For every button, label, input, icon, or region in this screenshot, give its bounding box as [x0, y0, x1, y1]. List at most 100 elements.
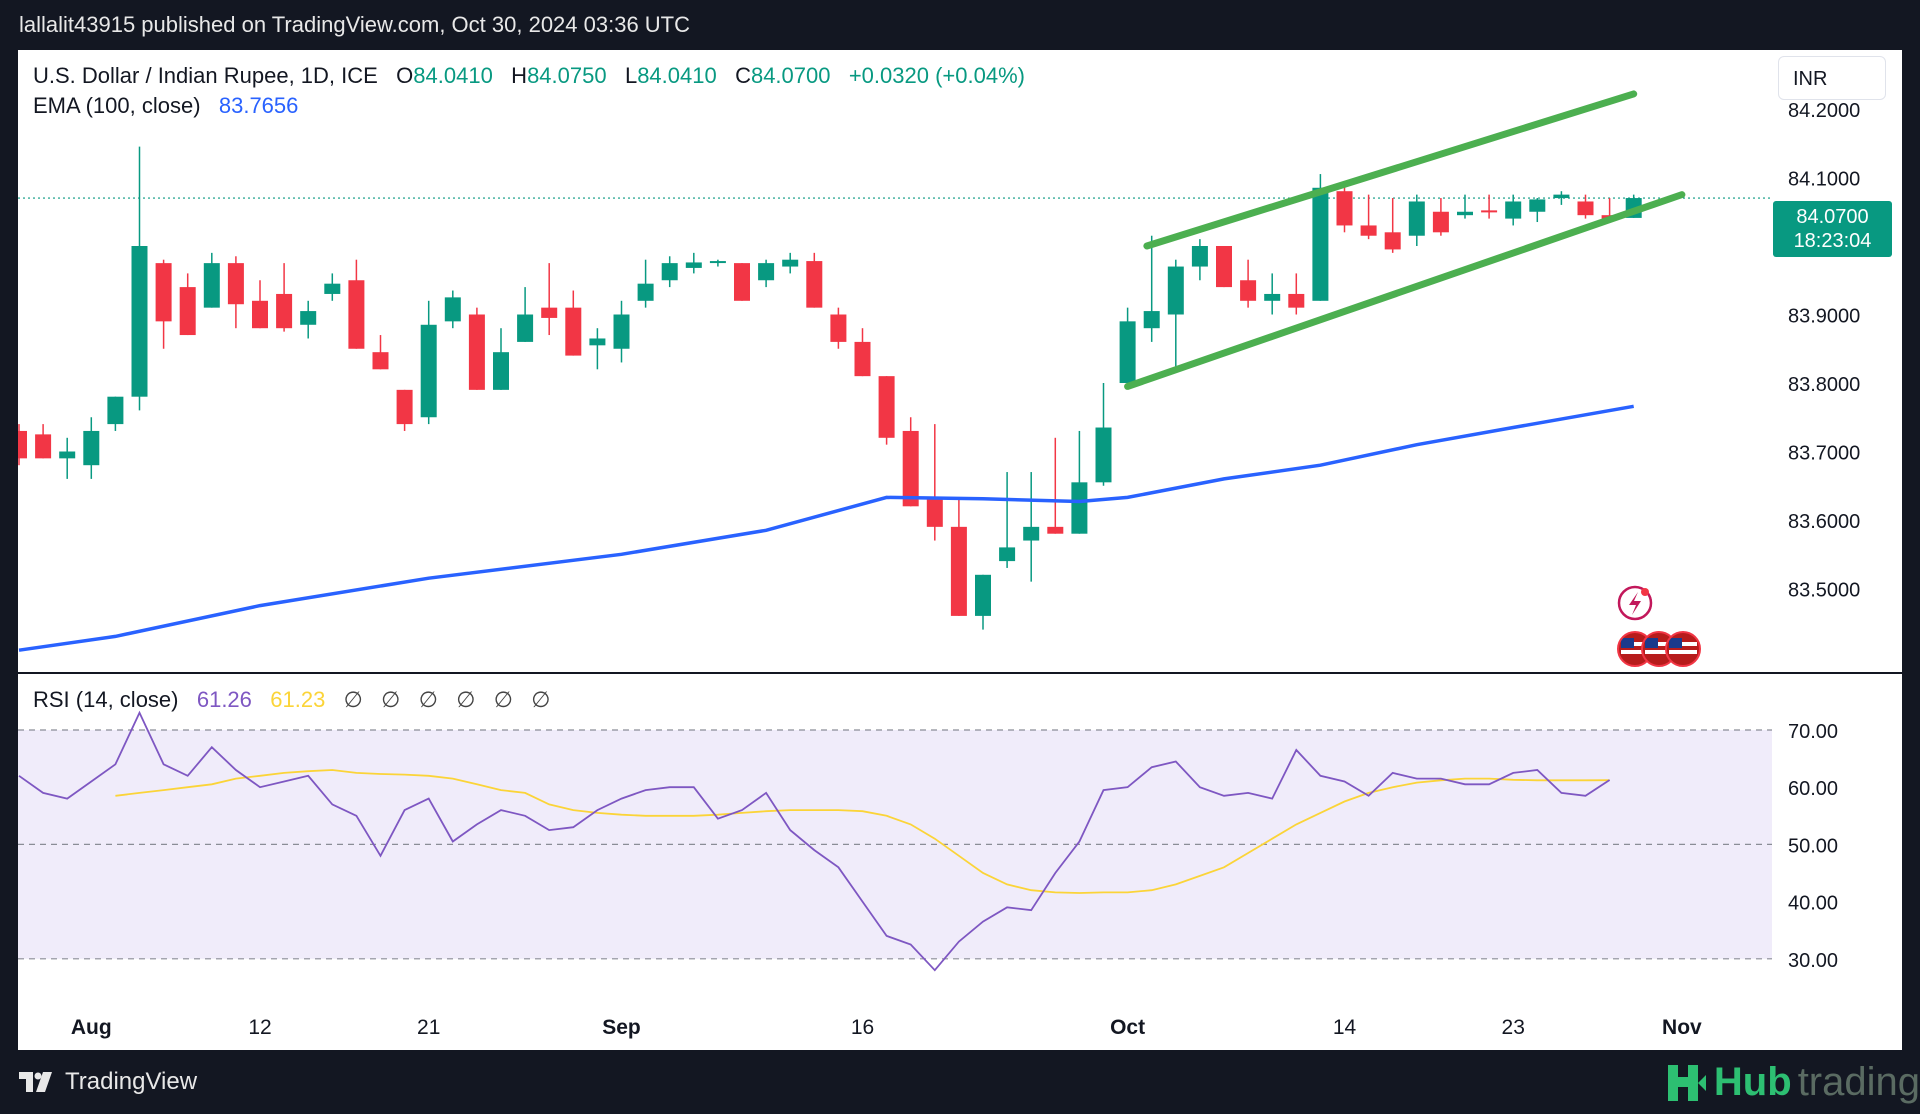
- rsi-ma-line: [115, 769, 1610, 894]
- candle: [1336, 184, 1353, 233]
- candle: [1408, 194, 1425, 246]
- candle-body: [420, 324, 437, 418]
- candle: [396, 389, 413, 431]
- candle-body: [1312, 187, 1329, 301]
- ohlc-legend[interactable]: U.S. Dollar / Indian Rupee, 1D, ICE O84.…: [33, 63, 1025, 89]
- rsi-band: [18, 730, 1772, 959]
- time-tick-label: 23: [1502, 1016, 1525, 1039]
- channel-line[interactable]: [1124, 191, 1686, 390]
- candle-body: [1336, 191, 1353, 226]
- candle: [926, 424, 943, 541]
- time-tick-label: 16: [851, 1016, 874, 1039]
- price-tick-label: 83.8000: [1788, 374, 1860, 396]
- candle: [420, 300, 437, 425]
- candle-body: [396, 389, 413, 425]
- candle: [950, 499, 967, 616]
- rsi-legend[interactable]: RSI (14, close) 61.26 61.23 ∅ ∅ ∅ ∅ ∅ ∅: [33, 687, 550, 713]
- candle: [782, 252, 799, 274]
- candle: [324, 273, 341, 301]
- candle: [1264, 273, 1281, 315]
- candle-body: [1119, 321, 1136, 383]
- empty-value: ∅: [418, 687, 438, 712]
- candle: [565, 290, 582, 356]
- candle-body: [926, 499, 943, 527]
- empty-value: ∅: [343, 687, 363, 712]
- price-axis[interactable]: 84.200084.100084.000083.900083.800083.70…: [1788, 100, 1860, 602]
- last-price-label: 84.0700 18:23:04: [1773, 201, 1892, 257]
- change-value: +0.0320 (+0.04%): [848, 63, 1025, 88]
- candle: [1288, 273, 1305, 315]
- candle: [1384, 198, 1401, 253]
- rsi-ma-value: 61.23: [270, 687, 326, 712]
- price-tick-label: 83.6000: [1788, 511, 1860, 533]
- candle: [517, 287, 534, 342]
- candle-body: [1360, 225, 1377, 236]
- currency-button[interactable]: INR: [1778, 56, 1886, 100]
- candle: [252, 280, 268, 329]
- candle: [1216, 246, 1232, 288]
- candle-body: [830, 314, 847, 342]
- rsi-tick-label: 30.00: [1788, 950, 1838, 972]
- candle: [854, 328, 871, 377]
- currency-label: INR: [1793, 68, 1828, 90]
- candle: [1047, 437, 1064, 534]
- empty-value: ∅: [456, 687, 476, 712]
- price-tick-label: 83.5000: [1788, 580, 1860, 602]
- close-label: C: [735, 63, 751, 88]
- chart-panel[interactable]: 84.200084.100084.000083.900083.800083.70…: [18, 50, 1902, 1050]
- candle-body: [1481, 210, 1498, 213]
- candle-body: [1505, 201, 1522, 219]
- time-tick-label: Aug: [71, 1016, 112, 1039]
- candle: [999, 472, 1016, 568]
- channel-line[interactable]: [1143, 90, 1638, 250]
- watermark-word: Hub: [1713, 1060, 1792, 1104]
- candle-body: [1167, 266, 1184, 315]
- channel-lines: [1124, 90, 1686, 390]
- candle-body: [1553, 194, 1570, 199]
- candle-body: [131, 246, 148, 397]
- candle: [35, 424, 52, 459]
- time-tick-label: Oct: [1110, 1016, 1145, 1039]
- candle: [1143, 235, 1160, 342]
- rsi-axis[interactable]: 70.00 60.00 50.00 40.00 30.00: [1788, 721, 1838, 972]
- candle-body: [734, 263, 750, 301]
- candle-body: [758, 263, 775, 281]
- candle: [541, 263, 558, 336]
- candle: [1071, 430, 1088, 534]
- candle-body: [300, 311, 317, 325]
- candle: [493, 328, 509, 390]
- candle: [589, 328, 606, 370]
- candle-body: [1432, 211, 1449, 233]
- candle-body: [203, 263, 220, 308]
- candle-body: [613, 314, 630, 349]
- candle-body: [1384, 232, 1401, 250]
- candle: [179, 273, 196, 336]
- ema-label: EMA (100, close): [33, 93, 201, 118]
- candle: [83, 417, 100, 479]
- tradingview-logo[interactable]: TradingView: [19, 1064, 197, 1100]
- tradingview-logo-icon: [19, 1072, 52, 1092]
- candle-body: [1529, 199, 1546, 212]
- time-tick-label: 21: [417, 1016, 440, 1039]
- ema-legend[interactable]: EMA (100, close) 83.7656: [33, 93, 298, 119]
- candle-body: [541, 307, 558, 318]
- candle: [59, 437, 76, 479]
- candle: [348, 259, 365, 349]
- price-tick-label: 84.1000: [1788, 169, 1860, 191]
- time-tick-label: 12: [248, 1016, 271, 1039]
- hub-logo-icon: [1667, 1064, 1706, 1101]
- empty-value: ∅: [493, 687, 513, 712]
- time-axis[interactable]: Aug 12 21 Sep 16 Oct 14 23 Nov: [71, 1016, 1702, 1039]
- candle: [276, 263, 293, 332]
- publish-header: lallalit43915 published on TradingView.c…: [0, 0, 1920, 50]
- last-price-value: 84.0700: [1796, 206, 1869, 228]
- chart-svg[interactable]: 84.200084.100084.000083.900083.800083.70…: [18, 50, 1902, 1050]
- candle: [155, 259, 172, 349]
- candle: [806, 252, 823, 308]
- us-flag-icon[interactable]: [1665, 631, 1701, 667]
- candle: [637, 259, 654, 308]
- low-value: 84.0410: [637, 63, 717, 88]
- event-dot: [1641, 588, 1649, 596]
- candle-body: [950, 526, 967, 616]
- candle: [1240, 259, 1257, 308]
